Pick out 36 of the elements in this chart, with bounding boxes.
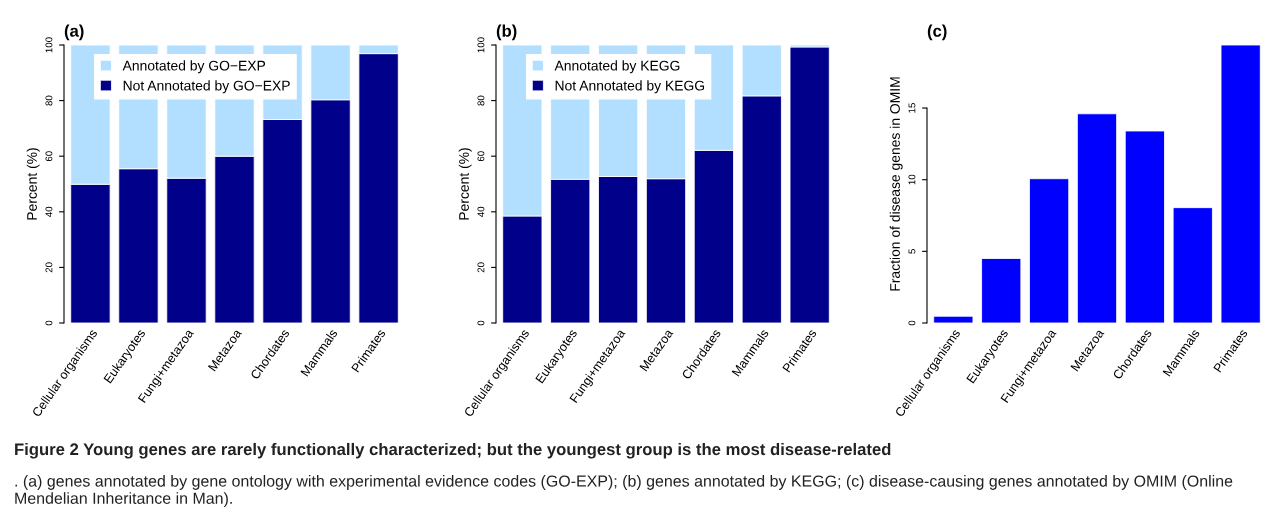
bar xyxy=(1076,113,1118,323)
y-tick-label: 20 xyxy=(477,262,485,273)
y-tick-label: 100 xyxy=(45,37,53,53)
bar xyxy=(981,258,1022,323)
y-tick-label: 40 xyxy=(45,206,53,217)
y-axis-title: Percent (%) xyxy=(458,148,472,220)
bar xyxy=(933,315,974,323)
y-tick-label: 5 xyxy=(908,249,916,254)
y-tick-label: 80 xyxy=(477,95,485,106)
y-tick-label: 20 xyxy=(45,262,53,273)
legend-label: Annotated by GO−EXP xyxy=(122,60,266,74)
y-tick-label: 0 xyxy=(477,320,485,326)
y-tick-label: 0 xyxy=(908,320,916,326)
bar xyxy=(1029,178,1070,323)
chart-title: (b) xyxy=(496,24,517,41)
y-tick-label: 40 xyxy=(477,206,485,217)
bar xyxy=(1124,130,1165,323)
chart-title: (a) xyxy=(64,24,84,41)
text: . (a) genes annotated by gene ontology with experimental evidence codes (GO-EXP); (b) genes annotated by KEGG; (c) disease-causing genes annotated by OMIM (Online Mendelian Inheritance in Man). xyxy=(15,475,1233,508)
y-axis-title: Fraction of disease genes in OMIM xyxy=(889,77,903,291)
y-tick-label: 100 xyxy=(477,37,485,53)
bar xyxy=(1172,207,1213,323)
y-tick-label: 0 xyxy=(45,320,53,326)
bar xyxy=(1220,45,1261,323)
bar xyxy=(789,46,830,323)
y-tick-label: 60 xyxy=(477,151,485,162)
y-tick-label: 15 xyxy=(908,103,916,113)
y-tick-label: 60 xyxy=(45,151,53,162)
caption: Figure 2 Young genes are rarely functionally characterized; but the youngest group is the most disease-related xyxy=(15,442,891,459)
legend-label: Annotated by KEGG xyxy=(554,60,680,74)
legend-label: Not Annotated by KEGG xyxy=(555,80,705,94)
chart-title: (c) xyxy=(927,24,947,41)
y-axis-title: Percent (%) xyxy=(26,148,40,220)
legend-label: Not Annotated by GO−EXP xyxy=(123,80,290,94)
y-tick-label: 80 xyxy=(45,95,53,106)
y-tick-label: 10 xyxy=(908,174,916,185)
